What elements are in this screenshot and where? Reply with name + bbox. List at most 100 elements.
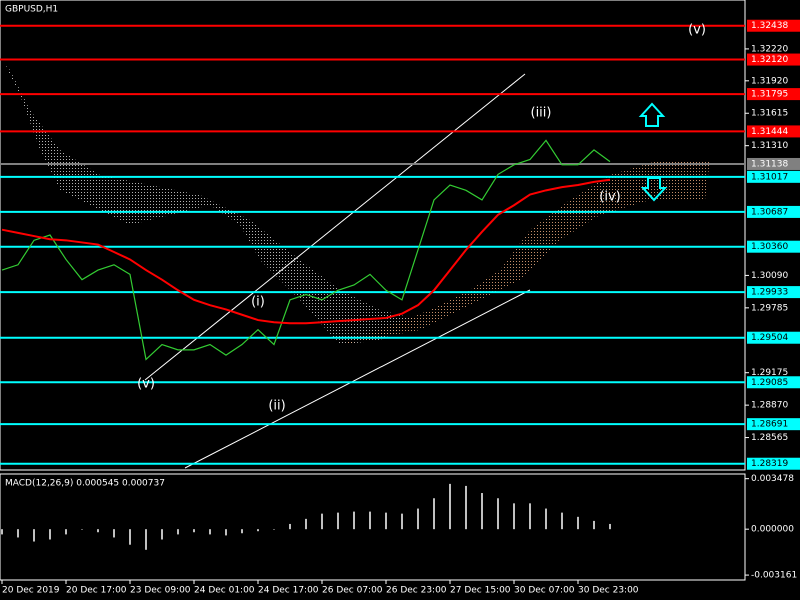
level-tag (747, 376, 800, 389)
level-label: 1.32120 (751, 55, 788, 65)
macd-bar (1, 529, 3, 535)
level-label: 1.28691 (751, 420, 788, 430)
y-tick-label: 1.31615 (751, 109, 788, 119)
macd-bar (305, 518, 307, 530)
level-label: 1.32438 (751, 21, 788, 31)
macd-bar (545, 508, 547, 530)
level-tag (747, 331, 800, 344)
macd-bar (561, 512, 563, 530)
macd-bar (241, 529, 243, 534)
x-tick-label: 30 Dec 23:00 (578, 586, 639, 596)
level-label: 1.31795 (751, 90, 788, 100)
level-tag (747, 418, 800, 431)
macd-bar (385, 512, 387, 530)
macd-bar (129, 529, 131, 545)
level-label: 1.31017 (751, 172, 788, 182)
macd-bar (65, 529, 67, 535)
macd-bar (225, 529, 227, 536)
macd-bar (337, 512, 339, 530)
y-tick-label: 1.28870 (751, 401, 788, 411)
y-tick-label: 1.31920 (751, 76, 788, 86)
x-tick-label: 30 Dec 07:00 (514, 586, 575, 596)
x-tick-label: 24 Dec 17:00 (258, 586, 319, 596)
channel-line (184, 289, 531, 469)
macd-bar (209, 529, 211, 535)
level-tag (747, 19, 800, 32)
level-label: 1.29504 (751, 333, 788, 343)
macd-bar (401, 513, 403, 530)
wave-label: (iv) (599, 190, 620, 205)
level-label: 1.30360 (751, 242, 788, 252)
price-line (1, 139, 611, 361)
wave-label: (ii) (268, 399, 285, 414)
level-tag (747, 240, 800, 253)
macd-bar (273, 529, 275, 530)
x-tick-label: 20 Dec 17:00 (66, 586, 127, 596)
macd-bar (145, 529, 147, 550)
level-tag (747, 170, 800, 183)
channel-line (144, 73, 526, 381)
macd-bar (49, 529, 51, 540)
macd-bar (593, 520, 595, 530)
macd-bar (433, 498, 435, 530)
macd-bar (97, 529, 99, 533)
x-tick-label: 23 Dec 09:00 (130, 586, 191, 596)
level-tag (747, 53, 800, 66)
wave-label: (v) (688, 23, 706, 38)
y-tick-label: 1.30090 (751, 271, 788, 281)
macd-bar (193, 529, 195, 533)
x-tick-label: 26 Dec 23:00 (386, 586, 447, 596)
wave-label: (i) (251, 295, 265, 310)
y-tick-label: 1.31310 (751, 141, 788, 151)
level-label: 1.29085 (751, 378, 788, 388)
macd-bar (17, 529, 19, 538)
wave-label: (iii) (531, 106, 552, 121)
x-tick-label: 26 Dec 07:00 (322, 586, 383, 596)
price-line (1, 178, 611, 325)
macd-bar (369, 511, 371, 530)
level-label: 1.31444 (751, 127, 788, 137)
macd-frame (0, 473, 746, 581)
y-tick-label: 1.29785 (751, 303, 788, 313)
y-tick-label: 0.000000 (751, 525, 794, 535)
macd-bar (577, 516, 579, 530)
up-arrow (638, 102, 666, 127)
level-tag (747, 88, 800, 101)
macd-title: MACD(12,26,9) 0.000545 0.000737 (5, 479, 165, 489)
level-tag (747, 205, 800, 218)
level-label: 1.30687 (751, 207, 788, 217)
macd-bar (529, 503, 531, 530)
cloud (5, 65, 420, 345)
macd-bar (321, 513, 323, 530)
macd-bar (81, 529, 83, 530)
wave-label: (v) (137, 377, 155, 392)
macd-bar (481, 493, 483, 530)
macd-bar (177, 529, 179, 535)
macd-bar (465, 485, 467, 530)
level-tag (747, 457, 800, 470)
macd-bar (257, 529, 259, 532)
y-tick-label: 1.29175 (751, 368, 788, 378)
y-tick-label: -0.003161 (751, 571, 797, 581)
macd-bar (161, 529, 163, 540)
macd-bar (513, 503, 515, 530)
cloud (340, 160, 710, 345)
macd-bar (449, 483, 451, 530)
macd-bar (33, 529, 35, 542)
macd-bar (417, 508, 419, 530)
y-tick-label: 1.28565 (751, 433, 788, 443)
level-label: 1.29933 (751, 288, 788, 298)
y-tick-label: 1.32220 (751, 44, 788, 54)
x-tick-label: 20 Dec 2019 (2, 586, 60, 596)
x-tick-label: 27 Dec 15:00 (450, 586, 511, 596)
macd-bar (609, 523, 611, 530)
chart-title: GBPUSD,H1 (5, 5, 58, 15)
macd-bar (289, 523, 291, 530)
down-arrow (640, 177, 668, 202)
price-frame (0, 0, 746, 471)
macd-bar (497, 498, 499, 530)
level-label: 1.31138 (751, 159, 788, 169)
level-tag (747, 157, 800, 170)
y-tick-label: 0.003478 (751, 474, 794, 484)
